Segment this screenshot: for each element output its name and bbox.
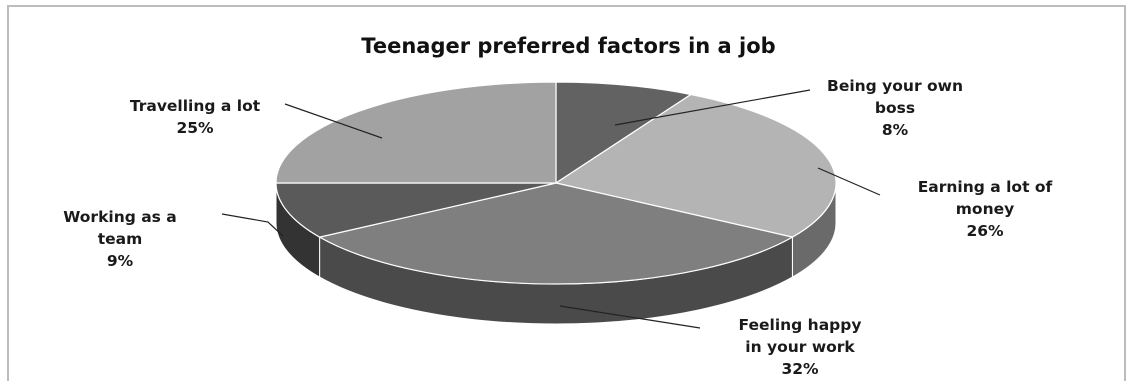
- label-percent: 9%: [106, 252, 134, 270]
- chart-frame: [7, 5, 1126, 381]
- label-percent: 25%: [176, 119, 214, 137]
- label-feeling-happy-in-your-work: Feeling happy in your work 32%: [700, 314, 900, 380]
- label-line: boss: [874, 99, 916, 117]
- label-line: team: [97, 230, 143, 248]
- leader-line-3: [221, 213, 284, 237]
- label-line: in your work: [745, 338, 855, 356]
- label-percent: 32%: [781, 360, 819, 378]
- label-line: money: [955, 200, 1015, 218]
- leader-line-0: [614, 89, 811, 126]
- label-line: Travelling a lot: [129, 97, 261, 115]
- label-percent: 8%: [881, 121, 909, 139]
- leader-line-2: [559, 305, 701, 329]
- chart-title: Teenager preferred factors in a job: [361, 34, 776, 58]
- label-line: Working as a: [63, 208, 177, 226]
- label-line: Being your own: [827, 77, 963, 95]
- pie-slice-0: [555, 81, 693, 185]
- pie-slice-3: [275, 182, 557, 238]
- label-line: Earning a lot of: [917, 178, 1053, 196]
- pie-slice-1: [554, 93, 837, 238]
- label-percent: 26%: [966, 222, 1004, 240]
- label-line: Feeling happy: [738, 316, 862, 334]
- label-travelling-a-lot: Travelling a lot 25%: [100, 95, 290, 139]
- leader-line-1: [817, 167, 881, 196]
- label-working-as-a-team: Working as a team 9%: [35, 206, 205, 272]
- pie-slice-2: [317, 182, 795, 285]
- leader-line-4: [284, 103, 383, 139]
- label-earning-a-lot-of-money: Earning a lot of money 26%: [880, 176, 1090, 242]
- label-being-your-own-boss: Being your own boss 8%: [795, 75, 995, 141]
- pie-slice-4: [275, 81, 557, 184]
